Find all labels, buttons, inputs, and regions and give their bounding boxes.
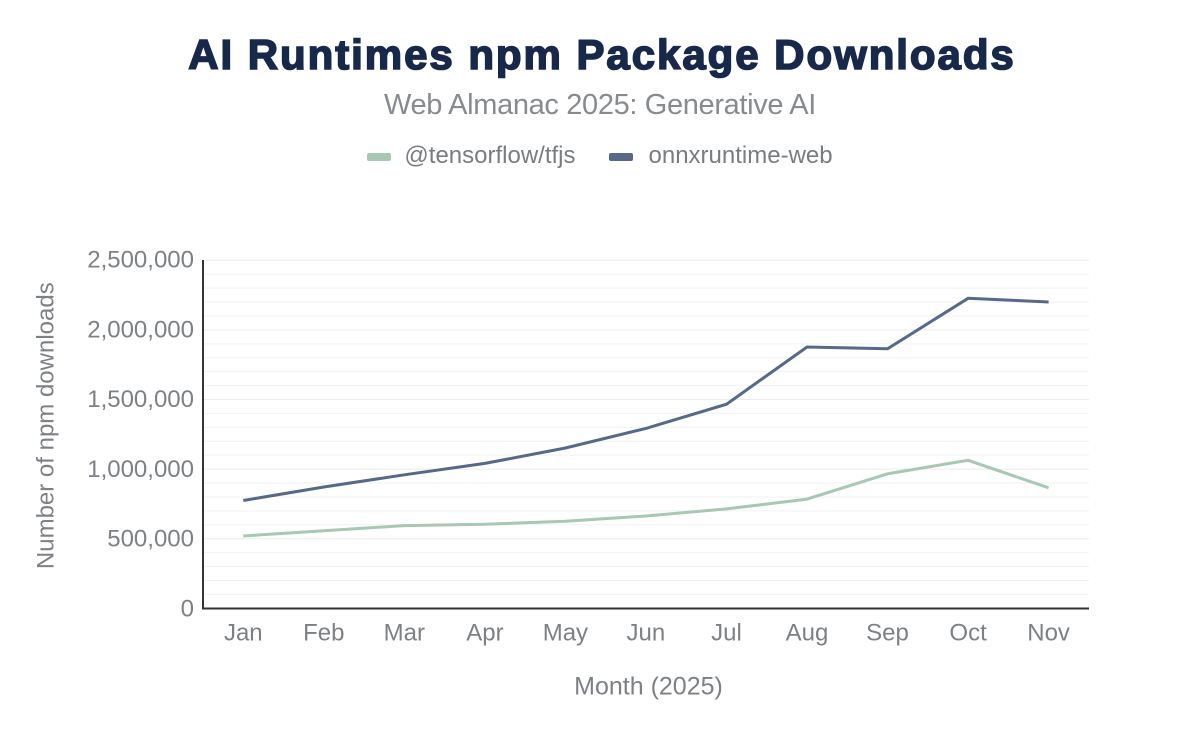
svg-text:Jun: Jun (627, 619, 666, 646)
svg-text:1,500,000: 1,500,000 (87, 386, 194, 413)
svg-text:Oct: Oct (949, 619, 987, 646)
svg-text:Apr: Apr (466, 619, 503, 646)
svg-text:Sep: Sep (866, 619, 909, 646)
svg-text:Nov: Nov (1027, 619, 1070, 646)
svg-text:Jul: Jul (711, 619, 742, 646)
svg-text:Mar: Mar (384, 619, 425, 646)
svg-text:Month (2025): Month (2025) (574, 673, 723, 701)
svg-text:Aug: Aug (786, 619, 829, 646)
svg-text:500,000: 500,000 (107, 526, 194, 553)
svg-text:0: 0 (181, 596, 194, 623)
svg-text:Number of npm downloads: Number of npm downloads (33, 282, 60, 569)
svg-text:2,500,000: 2,500,000 (87, 247, 194, 274)
svg-text:May: May (543, 619, 588, 646)
svg-text:Feb: Feb (303, 619, 344, 646)
svg-text:Jan: Jan (224, 619, 263, 646)
svg-text:2,000,000: 2,000,000 (87, 316, 194, 343)
svg-text:1,000,000: 1,000,000 (87, 456, 194, 483)
